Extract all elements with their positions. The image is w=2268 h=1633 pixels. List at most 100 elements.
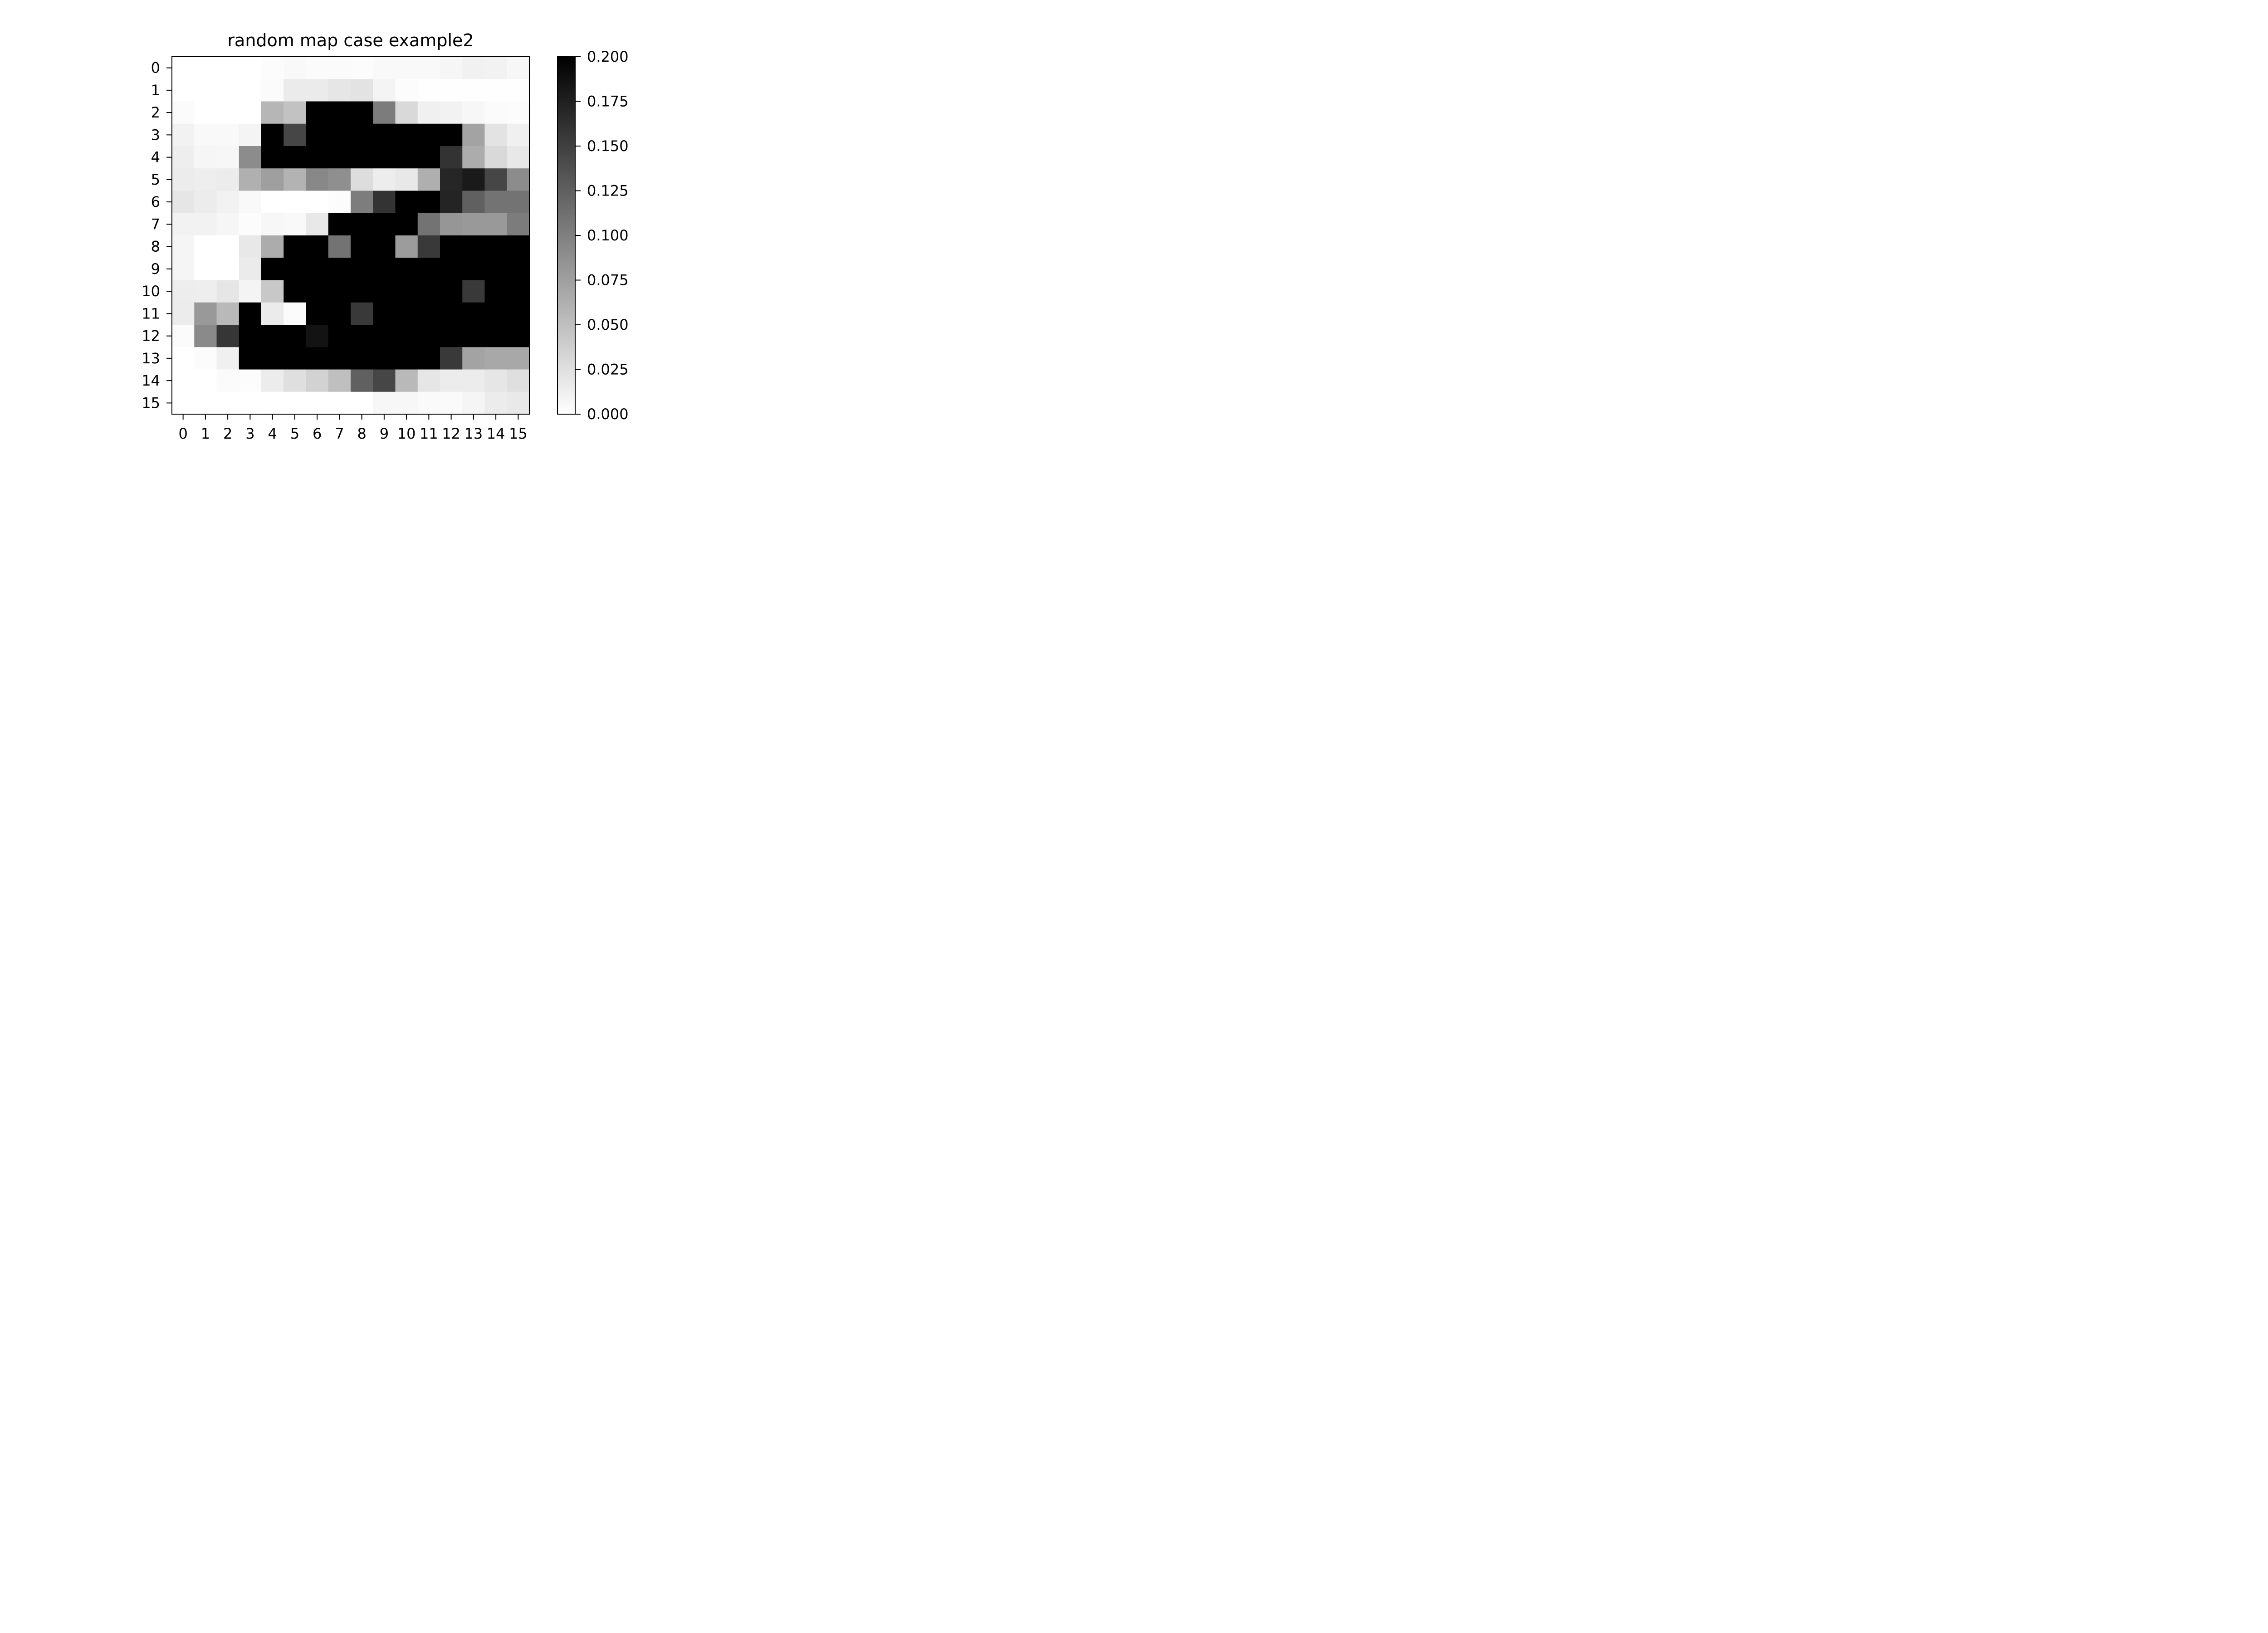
heatmap-cell-13-7 [328,347,351,370]
heatmap-cell-13-4 [261,347,284,370]
heatmap-cell-11-3 [239,302,262,325]
heatmap-cell-11-0 [172,302,195,325]
heatmap-cell-7-1 [194,213,217,236]
heatmap-cell-7-12 [440,213,463,236]
heatmap-cell-4-3 [239,146,262,169]
heatmap-cell-15-13 [462,391,485,415]
heatmap-cell-8-14 [484,235,508,258]
heatmap-cell-6-4 [261,191,284,214]
heatmap-cell-12-3 [239,325,262,347]
heatmap-cell-7-6 [306,213,329,236]
heatmap-cell-1-15 [507,79,530,102]
heatmap-cell-13-8 [351,347,373,370]
colorbar-tick-label: 0.000 [587,406,629,423]
heatmap-cell-11-13 [462,302,485,325]
heatmap-cell-3-9 [373,123,396,147]
heatmap-cell-13-1 [194,347,217,370]
heatmap-cell-0-6 [306,57,329,79]
chart-figure: random map case example2 0 1 2 3 4 5 6 7 8 9 10 11 1… [0,0,701,472]
heatmap-cell-4-2 [216,146,240,169]
y-tick-label: 8 [151,238,160,255]
heatmap-cell-3-11 [417,123,440,147]
heatmap-cell-12-6 [306,325,329,347]
heatmap-cell-7-5 [284,213,307,236]
heatmap-cell-15-9 [373,391,396,415]
heatmap-cell-0-2 [216,57,240,79]
heatmap-cell-7-9 [373,213,396,236]
y-tick-label: 11 [142,305,160,322]
heatmap-cell-7-14 [484,213,508,236]
heatmap-cell-14-12 [440,369,463,392]
heatmap-cell-7-13 [462,213,485,236]
heatmap-cell-9-2 [216,258,240,281]
heatmap-cell-4-0 [172,146,195,169]
heatmap-cell-0-12 [440,57,463,79]
y-tick-label: 7 [151,215,160,233]
colorbar-tick-label: 0.075 [587,272,629,289]
heatmap-cell-8-2 [216,235,240,258]
y-tick-label: 13 [142,350,160,367]
heatmap-cell-10-8 [351,280,373,303]
heatmap-cell-9-13 [462,258,485,281]
y-tick-label: 1 [151,82,160,99]
heatmap-cell-3-3 [239,123,262,147]
heatmap-cell-13-0 [172,347,195,370]
heatmap-cell-1-14 [484,79,508,102]
heatmap-cell-4-14 [484,146,508,169]
heatmap-cell-5-13 [462,168,485,191]
heatmap-cell-8-12 [440,235,463,258]
heatmap-cell-14-0 [172,369,195,392]
heatmap-cell-14-14 [484,369,508,392]
x-tick-label: 12 [442,425,460,442]
heatmap-cell-2-0 [172,101,195,124]
heatmap-cell-3-2 [216,123,240,147]
x-tick-label: 9 [380,425,389,442]
heatmap-cell-9-0 [172,258,195,281]
colorbar-tick-label: 0.150 [587,137,629,155]
heatmap-cell-4-5 [284,146,307,169]
y-tick-label: 10 [142,283,160,300]
heatmap-cell-12-12 [440,325,463,347]
heatmap-cell-11-9 [373,302,396,325]
heatmap-cell-15-7 [328,391,351,415]
x-tick-label: 0 [178,425,187,442]
heatmap-cell-0-13 [462,57,485,79]
heatmap-cell-3-15 [507,123,530,147]
heatmap-cell-1-1 [194,79,217,102]
heatmap-cell-9-8 [351,258,373,281]
heatmap-cell-13-2 [216,347,240,370]
heatmap-cell-10-11 [417,280,440,303]
heatmap-cell-8-0 [172,235,195,258]
heatmap-cell-1-9 [373,79,396,102]
heatmap-cell-11-15 [507,302,530,325]
heatmap-cell-2-5 [284,101,307,124]
heatmap-cell-15-4 [261,391,284,415]
y-tick-label: 0 [151,59,160,77]
heatmap-cell-5-10 [395,168,418,191]
heatmap-cell-9-15 [507,258,530,281]
heatmap-cell-1-11 [417,79,440,102]
heatmap-cell-9-6 [306,258,329,281]
heatmap-cell-3-13 [462,123,485,147]
y-tick-label: 6 [151,193,160,210]
heatmap-cell-11-1 [194,302,217,325]
heatmap-cell-10-14 [484,280,508,303]
heatmap-cell-12-7 [328,325,351,347]
heatmap-cell-13-11 [417,347,440,370]
heatmap-cell-6-3 [239,191,262,214]
heatmap-cell-12-13 [462,325,485,347]
heatmap-cell-14-7 [328,369,351,392]
heatmap-cell-6-12 [440,191,463,214]
heatmap-cell-0-0 [172,57,195,79]
heatmap-cell-2-2 [216,101,240,124]
heatmap-cell-9-5 [284,258,307,281]
heatmap-cell-0-9 [373,57,396,79]
heatmap-cell-7-8 [351,213,373,236]
heatmap-cell-4-9 [373,146,396,169]
heatmap-cell-9-3 [239,258,262,281]
heatmap-cell-2-8 [351,101,373,124]
heatmap-cell-2-10 [395,101,418,124]
heatmap-cell-6-0 [172,191,195,214]
heatmap-cell-4-11 [417,146,440,169]
